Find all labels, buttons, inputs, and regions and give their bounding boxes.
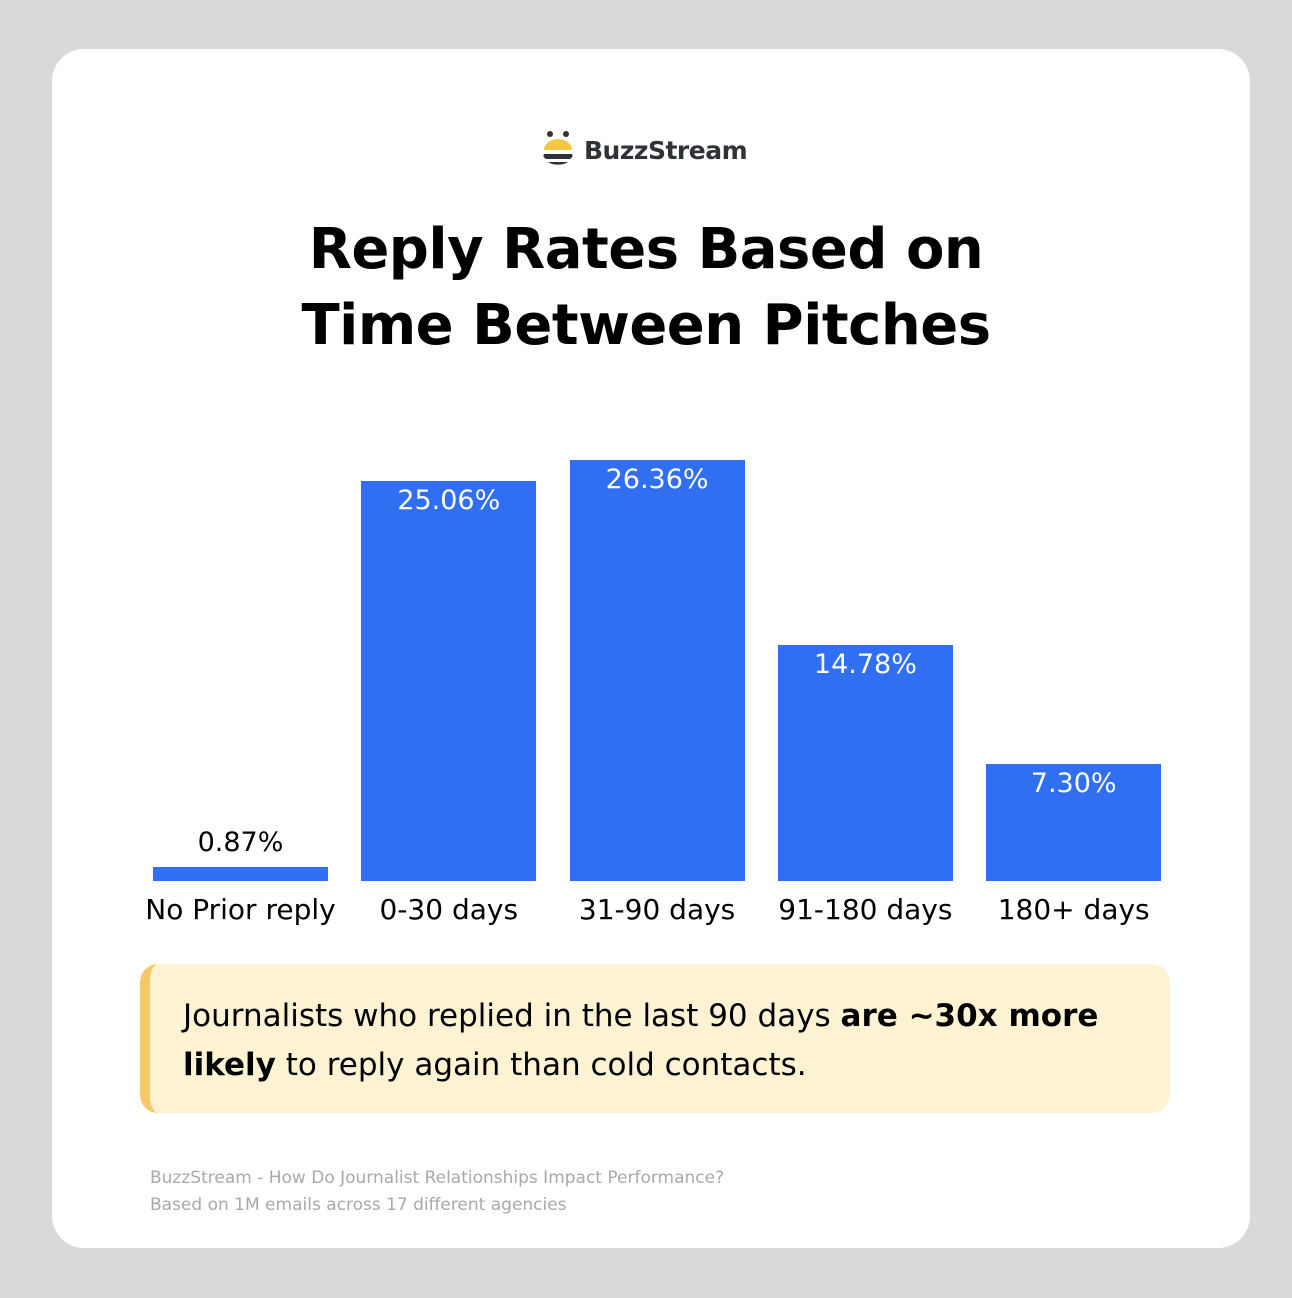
data-label: 25.06%	[397, 484, 501, 516]
title-line-1: Reply Rates Based on	[308, 217, 984, 282]
category-label: 31-90 days	[578, 893, 736, 926]
brand-logo: BuzzStream	[542, 130, 748, 170]
category-label: 0-30 days	[379, 893, 519, 926]
callout-text-end: to reply again than cold contacts.	[275, 1047, 807, 1083]
bar	[986, 764, 1162, 881]
bar	[569, 460, 745, 881]
chart-title: Reply Rates Based on Time Between Pitche…	[0, 212, 1292, 364]
bar-chart: 0.87% No Prior reply 25.06% 0-30 days 26.36%…	[145, 460, 1162, 926]
data-label: 14.78%	[813, 648, 917, 680]
source-line: BuzzStream - How Do Journalist Relations…	[150, 1168, 725, 1188]
methodology-line: Based on 1M emails across 17 different a…	[150, 1195, 567, 1215]
data-label: 26.36%	[605, 464, 709, 495]
data-label: 7.30%	[1030, 768, 1117, 800]
title-line-2: Time Between Pitches	[301, 293, 991, 358]
data-label: 0.87%	[197, 827, 284, 859]
source-footer: BuzzStream - How Do Journalist Relations…	[150, 1165, 724, 1219]
bar	[777, 644, 953, 881]
bar	[361, 480, 537, 881]
callout-text: Journalists who replied in the last 90 d…	[183, 998, 841, 1034]
category-label: 180+ days	[997, 893, 1150, 926]
category-label: 91-180 days	[778, 893, 953, 926]
callout-bold: are ~30x more likely	[183, 998, 1099, 1083]
category-label: No Prior reply	[145, 893, 336, 926]
callout-box: Journalists who replied in the last 90 d…	[140, 964, 1170, 1113]
bar	[153, 867, 328, 881]
bee-logo-icon	[543, 131, 573, 165]
brand-name: BuzzStream	[584, 135, 748, 165]
